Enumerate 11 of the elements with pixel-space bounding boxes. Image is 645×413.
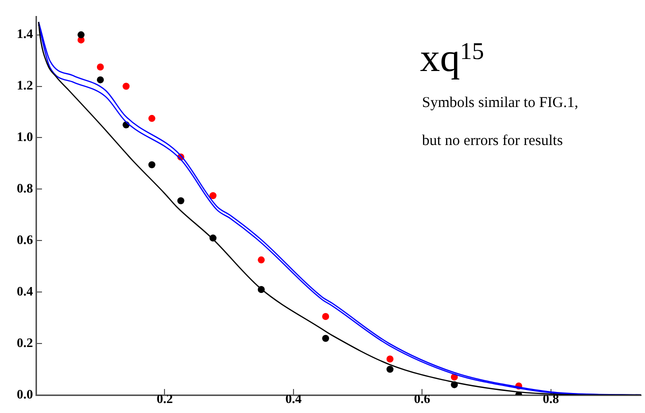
annotation: but no errors for results <box>422 133 563 150</box>
y-tick-label: 1.2 <box>16 78 33 93</box>
text: xq$^{15}$ <box>420 35 484 80</box>
y-tick-label: 0.2 <box>16 334 33 350</box>
y-tick-label: 0.8 <box>16 180 34 196</box>
y-tick-label: 1.0 <box>16 129 33 144</box>
annotation: Symbols similar to FIG.1, <box>422 95 578 112</box>
y-tick-label: 0.0 <box>16 386 33 402</box>
y-tick-label: 0.6 <box>16 232 34 247</box>
y-tick-label: 0.4 <box>16 283 34 298</box>
y-tick-label: 1.4 <box>16 26 34 42</box>
